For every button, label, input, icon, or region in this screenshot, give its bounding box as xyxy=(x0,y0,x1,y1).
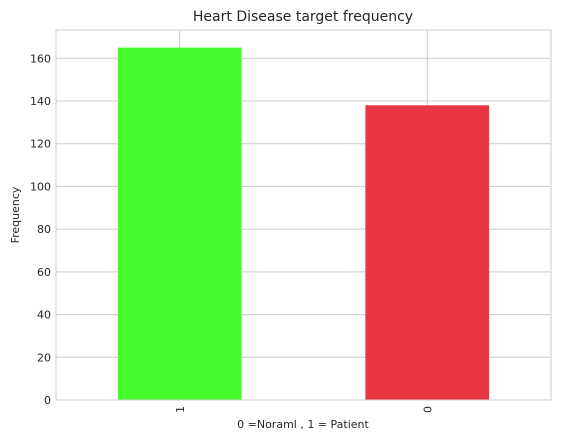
y-axis-ticks: 0 20 40 60 80 100 120 140 160 xyxy=(30,52,51,407)
y-axis-label: Frequency xyxy=(9,186,22,243)
y-tick-label: 120 xyxy=(30,138,51,151)
y-tick-label: 160 xyxy=(30,52,51,65)
y-tick-label: 40 xyxy=(37,309,51,322)
bars xyxy=(117,47,490,401)
x-tick-label: 1 xyxy=(174,406,187,413)
y-tick-label: 140 xyxy=(30,95,51,108)
plot-frame xyxy=(55,29,552,401)
y-tick-label: 60 xyxy=(37,266,51,279)
bar-0 xyxy=(365,105,490,401)
x-tick-label: 0 xyxy=(421,406,434,413)
y-tick-label: 20 xyxy=(37,351,51,364)
chart-title: Heart Disease target frequency xyxy=(193,9,413,25)
y-tick-label: 100 xyxy=(30,180,51,193)
y-tick-label: 0 xyxy=(44,394,51,407)
y-tick-label: 80 xyxy=(37,223,51,236)
bar-1 xyxy=(117,47,242,400)
x-axis-label: 0 =Noraml , 1 = Patient xyxy=(237,418,369,431)
